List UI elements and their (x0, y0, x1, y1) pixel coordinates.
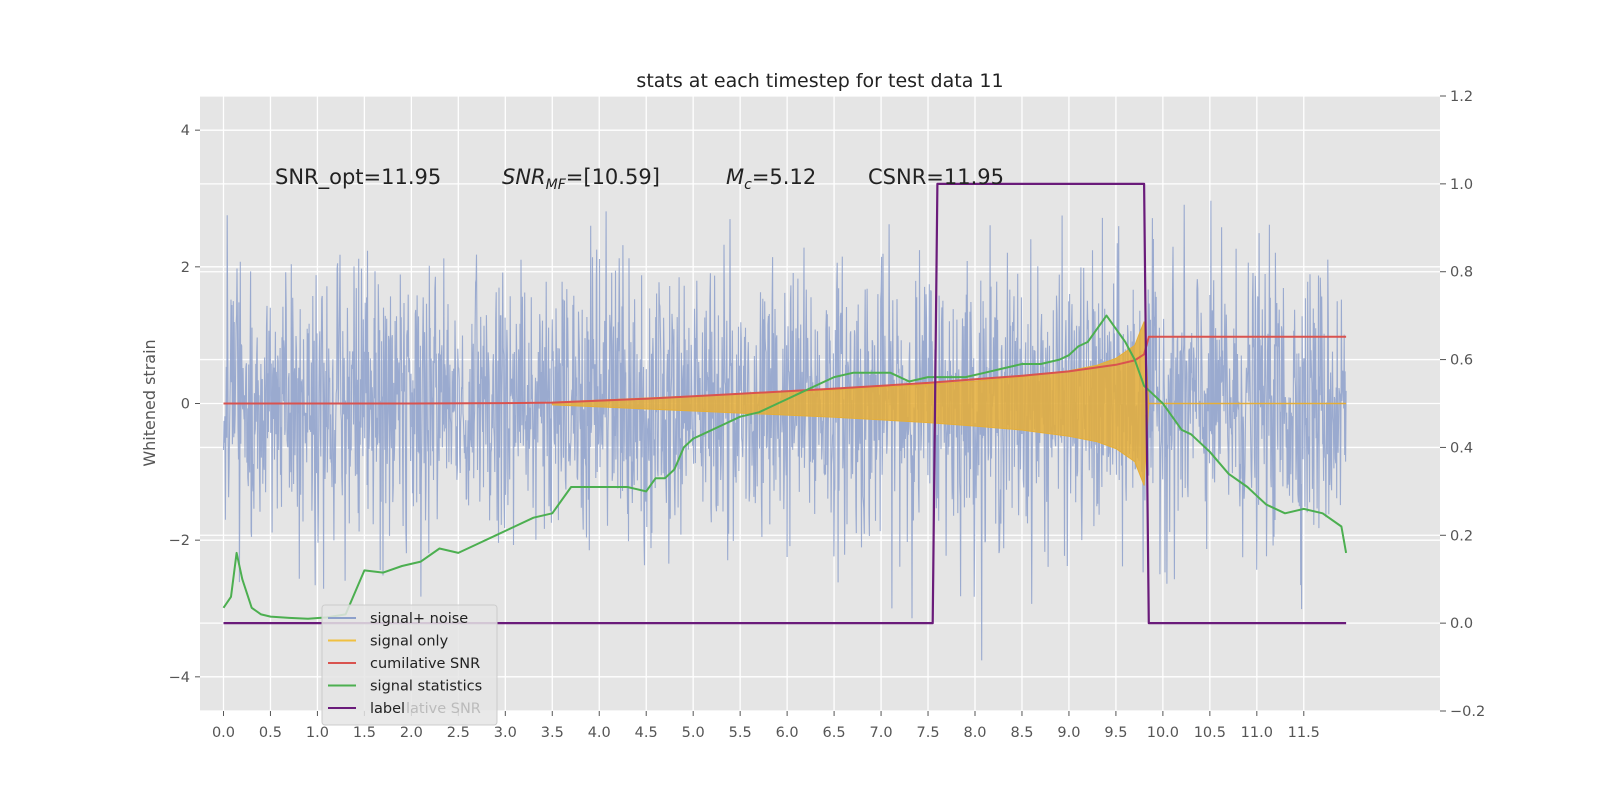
legend-box (321, 604, 498, 726)
legend-label-2: cumilative SNR (370, 656, 480, 672)
x-tick-label-4: 2.0 (400, 725, 423, 741)
legend-label-0: signal+ noise (370, 611, 468, 627)
legend-label-1: signal only (370, 634, 449, 650)
series-label (223, 182, 1347, 625)
x-tick-label-8: 4.0 (588, 725, 611, 741)
legend-label-4: label (370, 701, 405, 717)
x-tick-label-21: 10.5 (1194, 725, 1226, 741)
x-tick-label-23: 11.5 (1288, 725, 1320, 741)
y-tick-label-4: 4 (181, 123, 190, 139)
y-tick-label-0: −4 (169, 670, 190, 686)
annotation-mc-value: =5.12 (752, 165, 816, 189)
series-cumulative-snr (223, 335, 1347, 405)
x-tick-label-20: 10.0 (1147, 725, 1179, 741)
x-tick-label-10: 5.0 (682, 725, 705, 741)
annotation-mc: Mc=5.12 (726, 165, 816, 193)
annotation-snr-mf-sub: MF (546, 177, 567, 193)
annotation-mc-sub: c (744, 177, 752, 193)
y2-tick-label-0: −0.2 (1450, 704, 1485, 720)
annotation-csnr: CSNR=11.95 (868, 165, 1004, 189)
annotation-snr-mf: SNRMF=[10.59] (502, 165, 660, 193)
y2-tick-label-6: 1.0 (1450, 177, 1473, 193)
x-tick-label-14: 7.0 (870, 725, 893, 741)
axes: 0.0 0.5 1.0 1.5 2.0 2.5 3.0 3.5 4.0 4.5 5.0 5.5 6.0 6… (169, 89, 1486, 741)
x-tick-label-1: 0.5 (259, 725, 282, 741)
chart-title: stats at each timestep for test data 11 (636, 70, 1003, 92)
y2-tick-label-5: 0.8 (1450, 265, 1473, 281)
x-tick-label-15: 7.5 (916, 725, 939, 741)
x-tick-label-11: 5.5 (729, 725, 752, 741)
data-layer (222, 182, 1348, 661)
series-signal-plus-noise (222, 200, 1347, 661)
y2-tick-label-1: 0.0 (1450, 616, 1473, 632)
x-tick-label-7: 3.5 (541, 725, 564, 741)
legend-label-3: signal statistics (370, 679, 482, 695)
x-tick-label-17: 8.5 (1010, 725, 1033, 741)
legend: lative SNR signal+ noise signal only cumila… (321, 604, 498, 726)
x-tick-label-3: 1.5 (353, 725, 376, 741)
x-tick-label-2: 1.0 (306, 725, 329, 741)
y-tick-label-3: 2 (181, 260, 190, 276)
annotation-snr-mf-value: =[10.59] (566, 165, 660, 189)
x-tick-label-9: 4.5 (635, 725, 658, 741)
y2-tick-label-7: 1.2 (1450, 89, 1473, 105)
y2-tick-label-3: 0.4 (1450, 440, 1473, 456)
series-signal-statistics (222, 314, 1348, 620)
x-tick-label-5: 2.5 (447, 725, 470, 741)
legend-ghost-text: lative SNR (406, 701, 481, 717)
annotation-mc-base: M (726, 165, 744, 189)
x-tick-label-13: 6.5 (823, 725, 846, 741)
annotation-snr-mf-base: SNR (502, 165, 546, 189)
y-axis-label: Whitened strain (140, 339, 159, 466)
x-tick-label-22: 11.0 (1241, 725, 1273, 741)
y-tick-label-1: −2 (169, 533, 190, 549)
x-tick-label-18: 9.0 (1057, 725, 1080, 741)
y2-tick-label-2: 0.2 (1450, 528, 1473, 544)
x-tick-label-19: 9.5 (1104, 725, 1127, 741)
x-tick-label-12: 6.0 (776, 725, 799, 741)
annotation-snr-opt: SNR_opt=11.95 (275, 165, 441, 190)
y2-tick-label-4: 0.6 (1450, 353, 1473, 369)
x-tick-label-16: 8.0 (963, 725, 986, 741)
x-tick-label-6: 3.0 (494, 725, 517, 741)
x-tick-label-0: 0.0 (212, 725, 235, 741)
y-tick-label-2: 0 (181, 397, 190, 413)
annotations: SNR_opt=11.95 SNRMF=[10.59] Mc=5.12 CSNR… (275, 165, 1004, 193)
